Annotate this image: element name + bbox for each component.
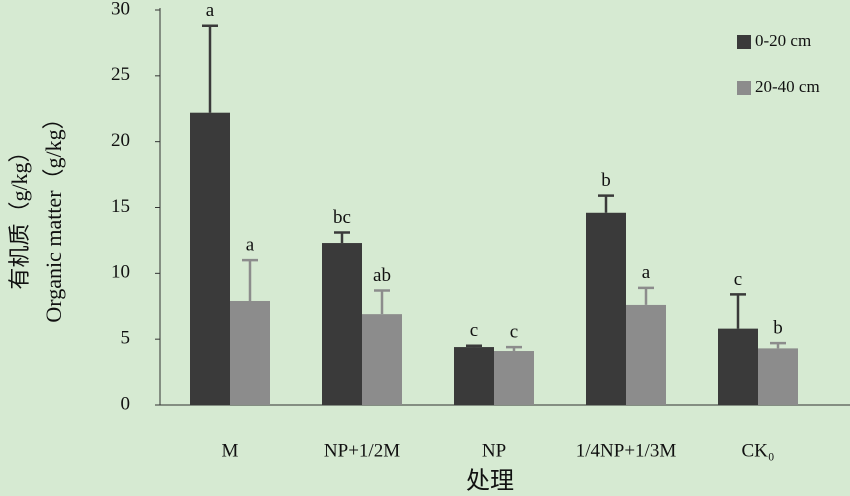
bar — [362, 314, 402, 405]
significance-label: b — [601, 170, 611, 191]
error-bar — [506, 345, 522, 352]
y-tick-label: 25 — [111, 64, 130, 85]
legend-swatch — [737, 81, 751, 95]
y-tick-label: 20 — [111, 130, 130, 151]
x-tick-label: CK₀ — [741, 440, 774, 461]
significance-label: ab — [373, 265, 391, 286]
error-bar — [374, 289, 390, 315]
significance-label: a — [246, 235, 255, 256]
error-bar — [334, 231, 350, 244]
bar — [758, 348, 798, 405]
x-tick-label: 1/4NP+1/3M — [576, 440, 677, 461]
y-tick-label: 5 — [121, 328, 131, 349]
significance-label: bc — [333, 207, 351, 228]
x-tick-label: M — [222, 440, 239, 461]
error-bar — [730, 293, 746, 329]
significance-label: c — [510, 321, 518, 342]
bar — [230, 300, 270, 405]
bar — [586, 212, 626, 405]
y-tick-label: 30 — [111, 0, 130, 19]
y-tick-label: 0 — [121, 393, 131, 414]
bar — [718, 328, 758, 405]
legend-swatch — [737, 35, 751, 49]
legend-label: 0-20 cm — [755, 31, 811, 50]
bar — [190, 112, 230, 405]
x-tick-label: NP — [482, 440, 506, 461]
significance-label: c — [470, 320, 478, 341]
bar — [322, 243, 362, 405]
y-axis-label: Organic matter（g/kg） — [41, 107, 66, 322]
significance-label: a — [206, 0, 215, 21]
error-bar — [466, 344, 482, 348]
y-tick-label: 15 — [111, 196, 130, 217]
bar — [626, 304, 666, 405]
error-bar — [598, 194, 614, 213]
x-tick-label: NP+1/2M — [324, 440, 400, 461]
x-axis-label: 处理 — [466, 468, 514, 495]
bar — [454, 347, 494, 405]
y-tick-label: 10 — [111, 262, 130, 283]
error-bar — [770, 341, 786, 349]
y-axis-label: 有机质（g/kg） — [7, 140, 32, 289]
significance-label: c — [734, 269, 742, 290]
significance-label: a — [642, 262, 651, 283]
error-bar — [638, 286, 654, 305]
legend-label: 20-40 cm — [755, 77, 820, 96]
bar — [494, 351, 534, 405]
error-bar — [202, 24, 218, 113]
error-bar — [242, 258, 258, 301]
significance-label: b — [773, 317, 783, 338]
